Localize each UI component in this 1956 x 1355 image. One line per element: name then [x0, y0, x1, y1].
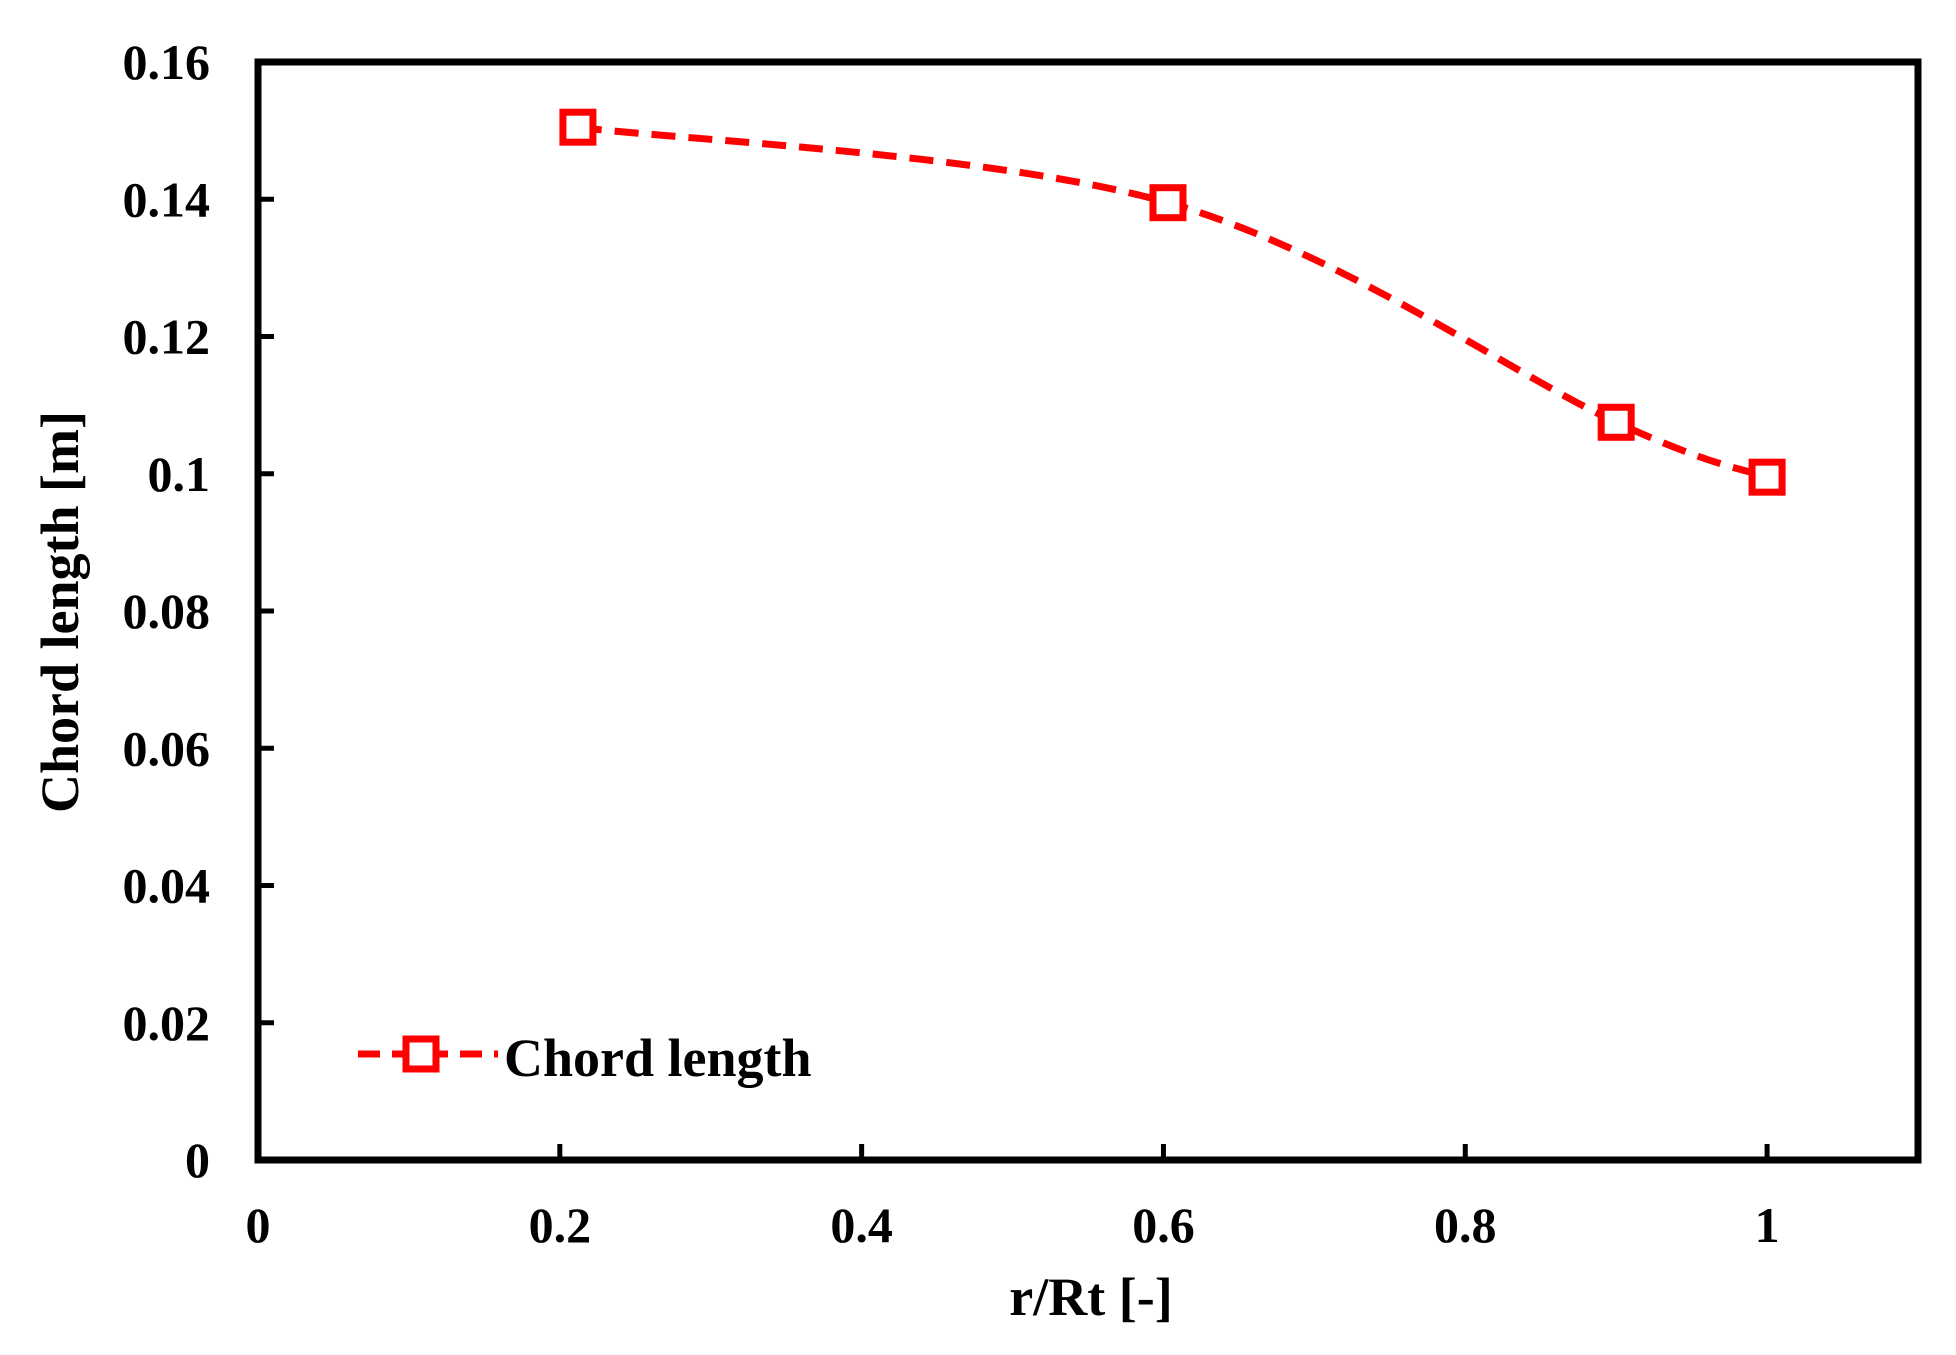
x-tick-label: 0.8: [1434, 1197, 1497, 1253]
series-line: [577, 123, 1769, 481]
y-tick-label: 0.08: [123, 583, 211, 639]
plot-area: [254, 58, 1922, 1164]
x-axis: 0 0.2 0.4 0.6 0.8 1: [246, 1144, 1780, 1253]
data-point-marker: [1748, 458, 1786, 496]
y-tick-label: 0.06: [123, 720, 211, 776]
y-tick-label: 0.16: [123, 34, 211, 90]
data-point-marker: [1597, 403, 1635, 441]
y-axis: 0 0.02 0.04 0.06 0.08 0.1 0.12 0.14 0.16: [123, 34, 274, 1188]
x-tick-label: 0.4: [830, 1197, 893, 1253]
y-tick-label: 0.12: [123, 309, 211, 365]
y-tick-label: 0.14: [123, 171, 211, 227]
x-tick-label: 0.6: [1132, 1197, 1195, 1253]
y-tick-label: 0: [185, 1132, 210, 1188]
data-point-marker: [559, 108, 597, 146]
y-tick-label: 0.04: [123, 858, 211, 914]
legend-marker: [402, 1035, 440, 1073]
x-axis-title: r/Rt [-]: [1009, 1267, 1172, 1327]
legend-label: Chord length: [504, 1028, 812, 1088]
y-tick-label: 0.02: [123, 995, 211, 1051]
x-tick-label: 0.2: [529, 1197, 592, 1253]
y-tick-label: 0.1: [148, 446, 211, 502]
series-layer: [559, 108, 1786, 496]
x-tick-label: 0: [246, 1197, 271, 1253]
x-tick-label: 1: [1755, 1197, 1780, 1253]
data-point-marker: [1149, 184, 1187, 222]
y-axis-title: Chord length [m]: [30, 411, 90, 813]
legend: Chord length: [358, 1028, 812, 1088]
